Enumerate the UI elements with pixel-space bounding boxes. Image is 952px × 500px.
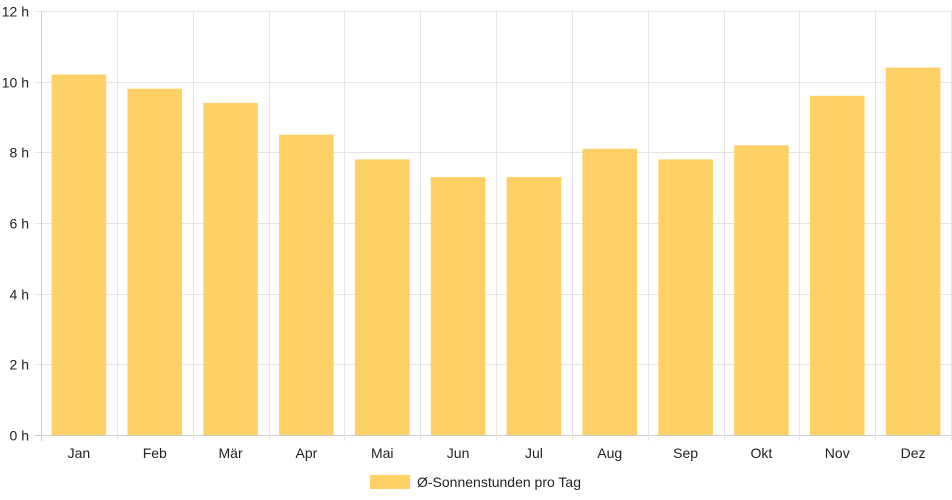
legend-label[interactable]: Ø-Sonnenstunden pro Tag xyxy=(417,474,581,490)
y-tick-label: 2 h xyxy=(10,357,29,373)
bar-dez[interactable] xyxy=(885,67,941,436)
x-tick-label: Mai xyxy=(371,445,394,461)
bar-okt[interactable] xyxy=(734,145,789,435)
bar-jun[interactable] xyxy=(430,177,486,436)
legend[interactable]: Ø-Sonnenstunden pro Tag xyxy=(370,474,581,490)
bar-aug[interactable] xyxy=(582,148,638,436)
x-tick-label: Jul xyxy=(525,445,543,461)
axes: 0 h 2 h 4 h 6 h 8 h 10 h 12 h Jan Feb Mär Apr Mai Ju… xyxy=(2,4,926,462)
y-tick-label: 6 h xyxy=(10,216,29,232)
x-tick-label: Okt xyxy=(751,445,773,461)
y-tick-label: 8 h xyxy=(10,145,29,161)
x-tick-label: Sep xyxy=(673,445,698,461)
bar-nov[interactable] xyxy=(809,95,865,436)
bar-jul[interactable] xyxy=(506,177,562,436)
bar-jan[interactable] xyxy=(51,74,107,435)
y-tick-label: 12 h xyxy=(2,4,29,20)
y-tick-label: 0 h xyxy=(10,428,29,444)
x-tick-label: Mär xyxy=(219,445,243,461)
x-tick-label: Jun xyxy=(447,445,470,461)
grid-lines xyxy=(35,11,952,441)
x-tick-label: Dez xyxy=(901,445,926,461)
x-tick-label: Apr xyxy=(296,445,318,461)
bar-mär[interactable] xyxy=(203,102,258,435)
bar-mai[interactable] xyxy=(354,159,410,435)
bars xyxy=(51,67,941,436)
legend-swatch[interactable] xyxy=(370,475,410,489)
x-tick-label: Feb xyxy=(143,445,167,461)
y-tick-label: 10 h xyxy=(2,75,29,91)
x-tick-label: Aug xyxy=(597,445,622,461)
bar-sep[interactable] xyxy=(658,159,713,435)
x-tick-label: Nov xyxy=(825,445,850,461)
x-tick-label: Jan xyxy=(68,445,91,461)
y-tick-label: 4 h xyxy=(10,287,29,303)
bar-feb[interactable] xyxy=(127,88,183,435)
bar-apr[interactable] xyxy=(279,134,334,435)
